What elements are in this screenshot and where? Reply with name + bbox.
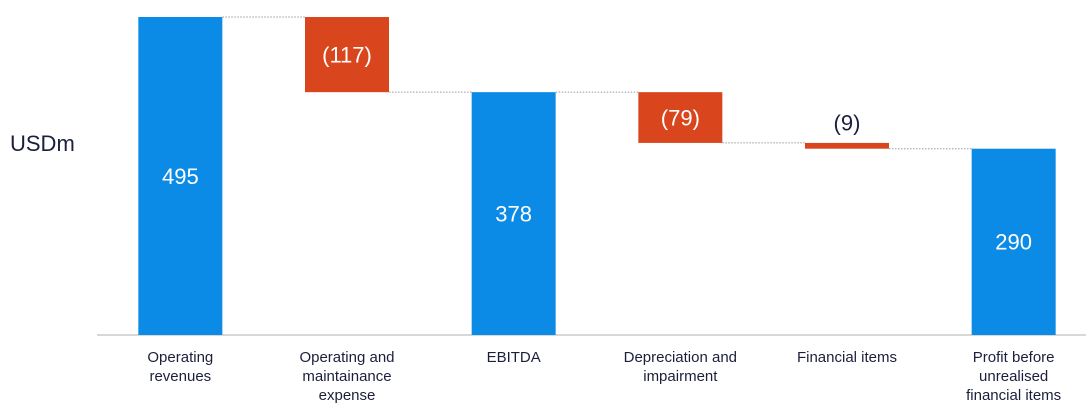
value-label: 495 [162,164,199,189]
bar [138,17,223,335]
x-tick-label: Financial items [796,349,898,366]
value-label: (117) [322,42,372,67]
value-label: 378 [495,201,532,226]
x-tick-label: Depreciation and impairment [623,349,738,385]
y-axis-label: USDm [10,131,75,156]
bar [471,92,556,335]
x-tick-label: EBITDA [486,349,541,366]
bar [305,17,389,93]
x-tick-label: Profit before unrealised financial items [966,349,1062,404]
bar [638,92,723,143]
x-tick-label: Operating and maintainance expense [299,349,395,404]
bar [805,142,889,149]
bar [971,148,1056,335]
x-tick-label: Operating revenues [147,349,214,385]
value-label: (9) [834,111,861,136]
value-label: 290 [995,230,1032,255]
value-label: (79) [661,105,700,130]
